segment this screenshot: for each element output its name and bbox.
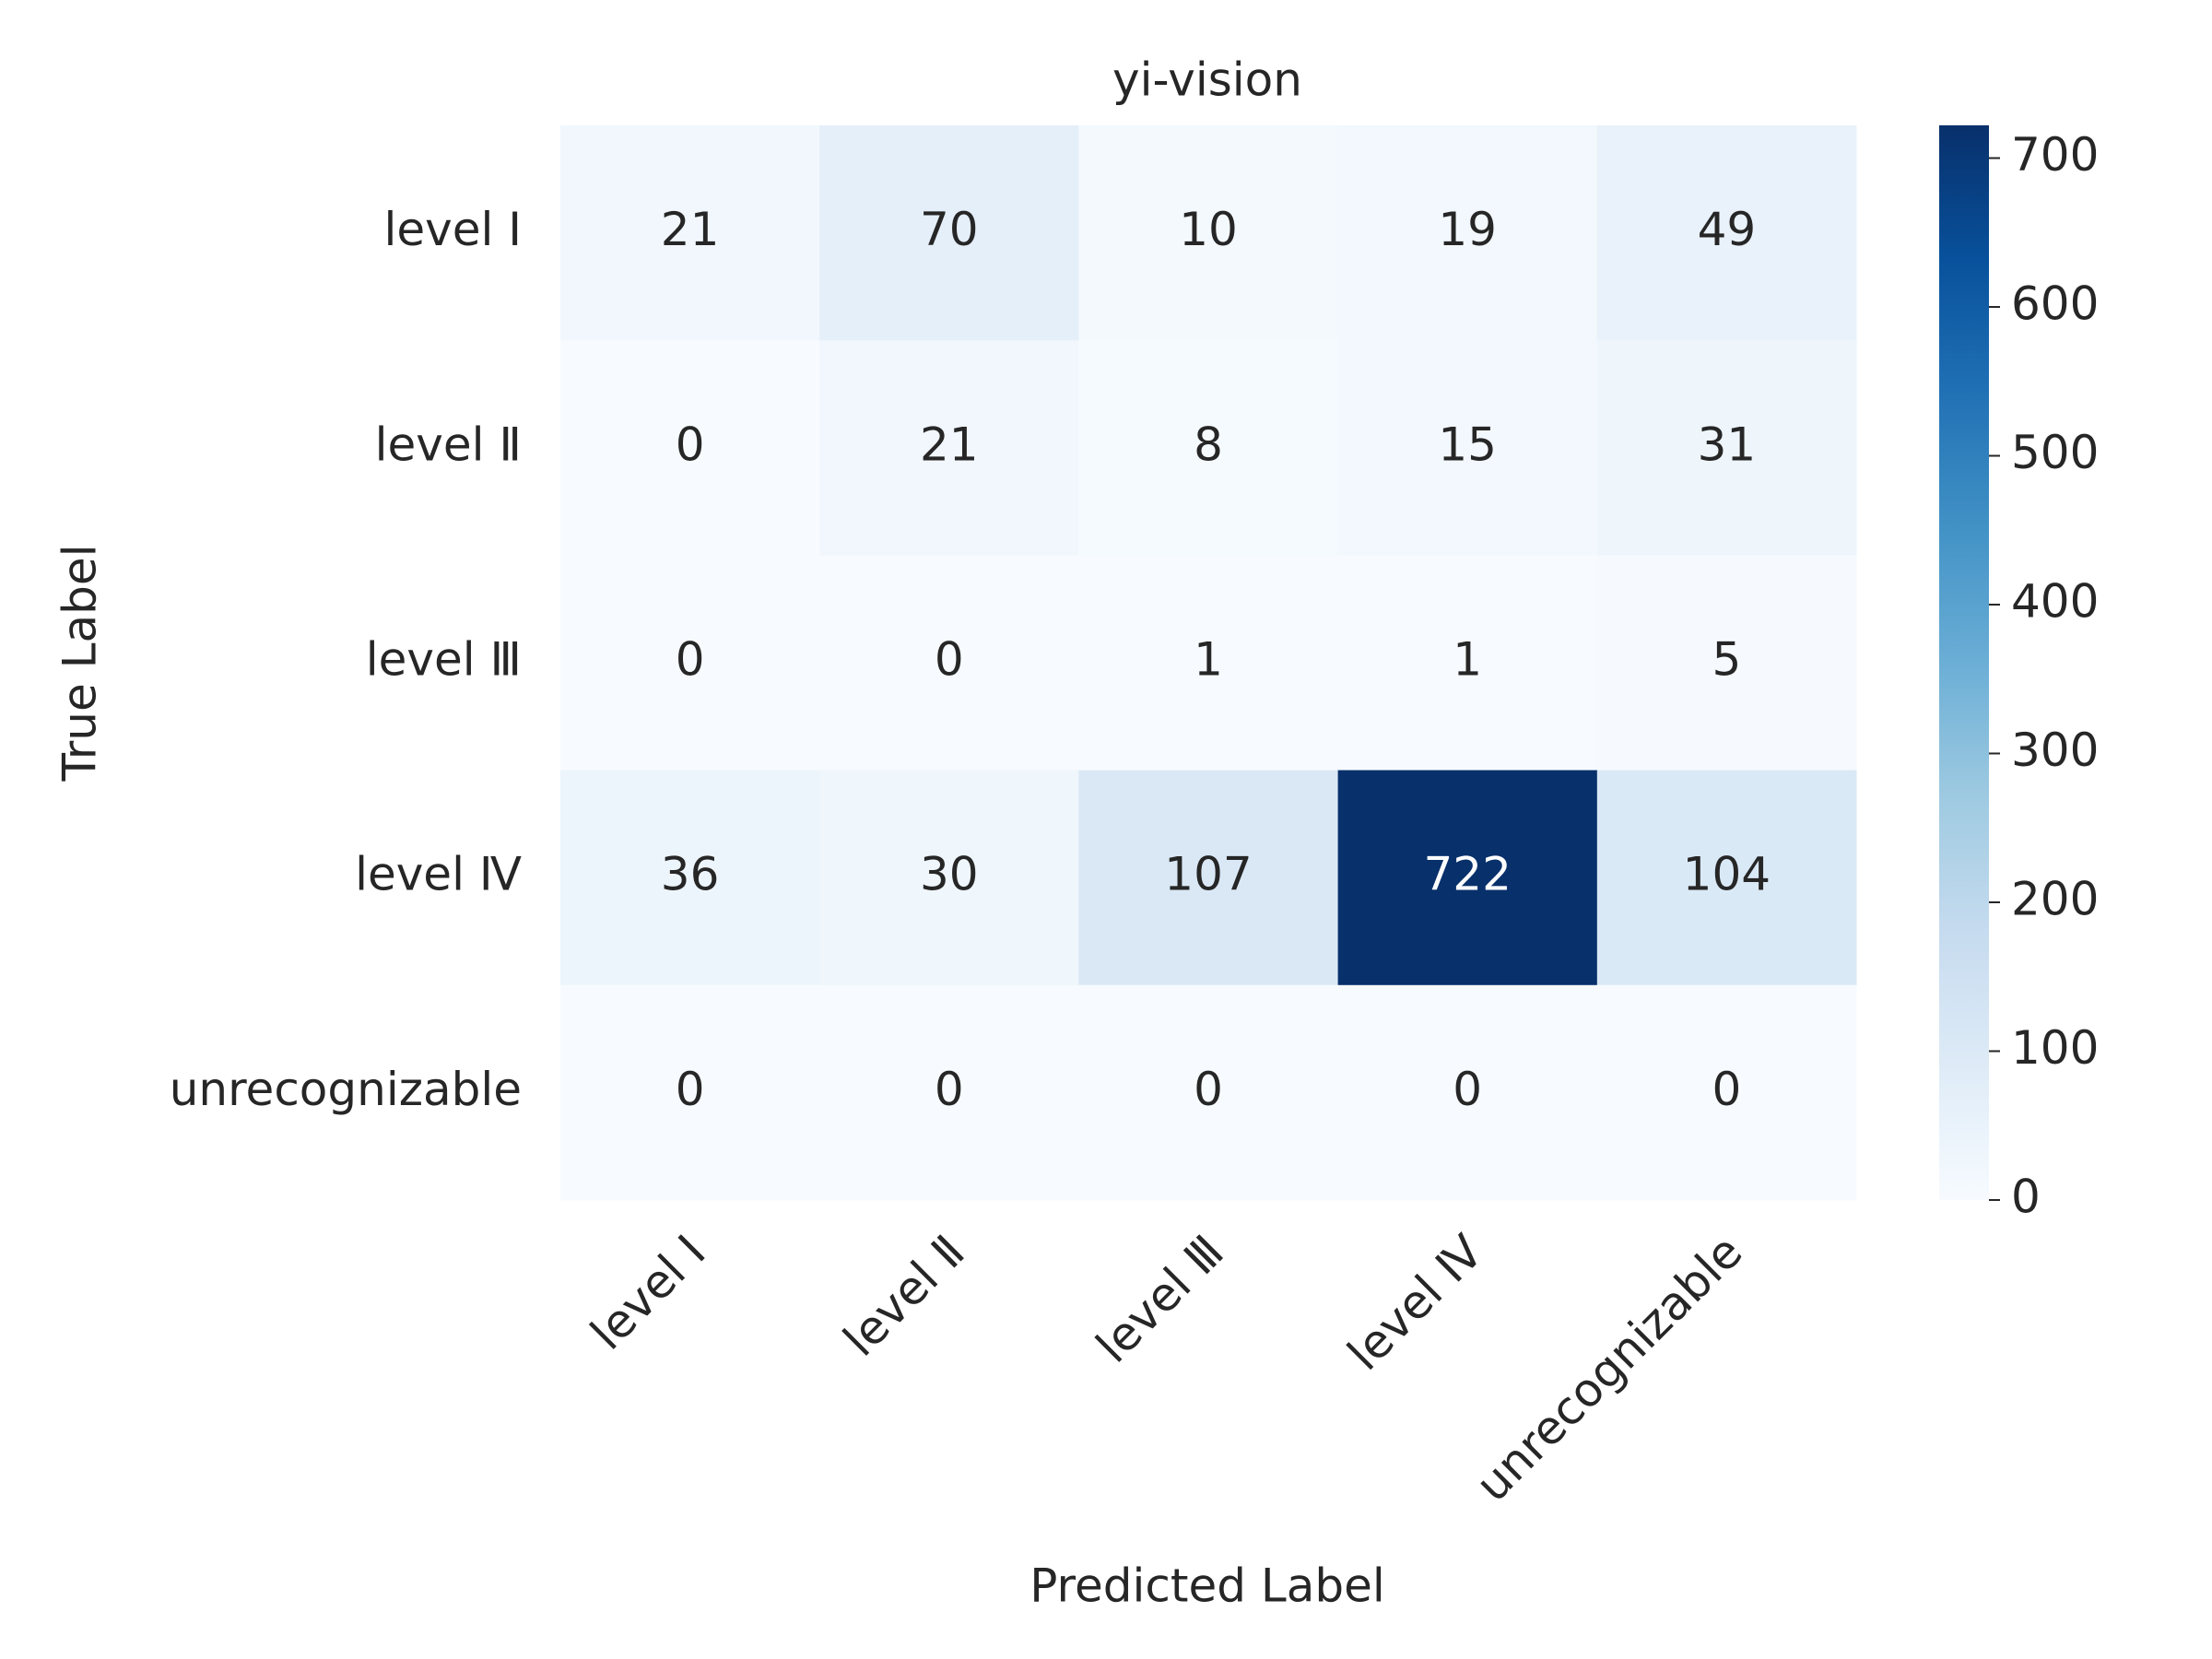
heatmap-cell xyxy=(1596,340,1857,556)
heatmap-cell xyxy=(1078,125,1339,341)
heatmap-cell xyxy=(1337,770,1598,986)
colorbar-tick-label: 200 xyxy=(2011,873,2099,926)
heatmap-cell xyxy=(1078,555,1339,771)
colorbar-tick-label: 500 xyxy=(2011,426,2099,479)
cell-label: 722 xyxy=(1423,848,1511,901)
cell-label: 0 xyxy=(676,418,705,471)
heatmap-cell xyxy=(1596,984,1857,1201)
cell-label: 5 xyxy=(1712,633,1741,687)
y-tick-label: unrecognizable xyxy=(170,1063,522,1116)
y-tick-label: level Ⅱ xyxy=(375,418,522,471)
cell-label: 31 xyxy=(1698,418,1757,471)
cell-label: 30 xyxy=(920,848,979,901)
cell-label: 10 xyxy=(1179,203,1238,256)
cell-label: 36 xyxy=(661,848,720,901)
colorbar-tick-label: 100 xyxy=(2011,1021,2099,1075)
cell-label: 0 xyxy=(676,633,705,687)
y-tick-label: level Ⅲ xyxy=(366,633,522,687)
cell-label: 0 xyxy=(1712,1063,1741,1116)
x-tick-label: level Ⅲ xyxy=(1086,1225,1234,1373)
colorbar-tick-label: 300 xyxy=(2011,724,2099,777)
heatmap-cell xyxy=(1596,555,1857,771)
cell-label: 21 xyxy=(661,203,720,256)
colorbar-tick-label: 700 xyxy=(2011,128,2099,182)
colorbar-tick-label: 0 xyxy=(2011,1171,2041,1224)
x-axis-label: Predicted Label xyxy=(1030,1559,1385,1613)
colorbar-tick-label: 600 xyxy=(2011,277,2099,331)
x-tick-label: level Ⅰ xyxy=(581,1225,716,1360)
heatmap-cell xyxy=(1078,340,1339,556)
heatmap-cell xyxy=(1078,770,1339,986)
x-tick-label: unrecognizable xyxy=(1465,1225,1752,1512)
chart-title: yi-vision xyxy=(1112,53,1302,107)
cell-label: 70 xyxy=(920,203,979,256)
cell-label: 107 xyxy=(1164,848,1252,901)
heatmap-cell xyxy=(560,984,820,1201)
cell-label: 1 xyxy=(1194,633,1223,687)
heatmap-cell xyxy=(1596,770,1857,986)
cell-label: 0 xyxy=(676,1063,705,1116)
cell-label: 104 xyxy=(1683,848,1771,901)
heatmap-cell xyxy=(1337,340,1598,556)
cell-label: 15 xyxy=(1438,418,1497,471)
x-tick-label: level Ⅱ xyxy=(833,1225,975,1367)
cell-label: 1 xyxy=(1453,633,1482,687)
y-axis-label: True Label xyxy=(53,545,107,782)
heatmap-cell xyxy=(819,125,1079,341)
heatmap-cell xyxy=(1337,984,1598,1201)
cell-label: 0 xyxy=(935,1063,964,1116)
cell-label: 19 xyxy=(1438,203,1497,256)
heatmap-cell xyxy=(560,125,820,341)
cell-label: 49 xyxy=(1698,203,1757,256)
heatmap-cell xyxy=(1337,555,1598,771)
x-tick-label: level Ⅳ xyxy=(1337,1225,1493,1381)
cell-label: 8 xyxy=(1194,418,1223,471)
heatmap-cell xyxy=(819,555,1079,771)
heatmap-cell xyxy=(1078,984,1339,1201)
colorbar-tick-label: 400 xyxy=(2011,575,2099,629)
cell-label: 0 xyxy=(935,633,964,687)
colorbar xyxy=(1939,125,1989,1200)
heatmap-cell xyxy=(819,340,1079,556)
heatmap-cell xyxy=(560,770,820,986)
cell-label: 21 xyxy=(920,418,979,471)
cell-label: 0 xyxy=(1453,1063,1482,1116)
heatmap-cell xyxy=(560,555,820,771)
heatmap-cell xyxy=(1337,125,1598,341)
y-tick-label: level Ⅳ xyxy=(355,848,522,901)
heatmap-cell xyxy=(560,340,820,556)
heatmap-cell xyxy=(819,984,1079,1201)
heatmap-cell xyxy=(1596,125,1857,341)
y-tick-label: level Ⅰ xyxy=(383,203,522,256)
cell-label: 0 xyxy=(1194,1063,1223,1116)
heatmap-cell xyxy=(819,770,1079,986)
